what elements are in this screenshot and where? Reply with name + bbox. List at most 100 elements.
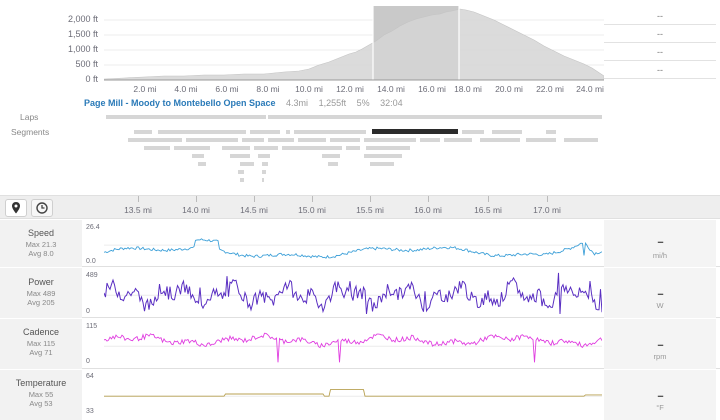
x-tick: 16.5 mi (474, 205, 502, 215)
x-tick: 14.5 mi (240, 205, 268, 215)
segment-bar[interactable] (286, 130, 290, 134)
segment-time: 32:04 (380, 98, 403, 108)
speed-stream[interactable] (104, 222, 602, 264)
segment-bar[interactable] (444, 138, 472, 142)
segment-bar[interactable] (192, 154, 204, 158)
lap-bar[interactable] (106, 115, 266, 119)
segment-bar[interactable] (240, 178, 244, 182)
metric-unit: rpm (653, 352, 667, 361)
segment-bar[interactable] (492, 130, 522, 134)
segment-bar[interactable] (462, 130, 484, 134)
segment-bar[interactable] (480, 138, 520, 142)
y-label: 2,000 ft (67, 14, 98, 24)
x-tick: 13.5 mi (124, 205, 152, 215)
scale-top: 64 (86, 373, 94, 380)
y-label: 500 ft (75, 59, 98, 69)
segment-bar[interactable] (262, 178, 264, 182)
scale-top: 489 (86, 272, 98, 279)
segment-bar[interactable] (230, 154, 250, 158)
segment-bar[interactable] (174, 146, 210, 150)
time-mode-button[interactable] (31, 199, 53, 217)
segment-bar[interactable] (564, 138, 598, 142)
segment-bar[interactable] (366, 146, 410, 150)
x-tick: 16.0 mi (414, 205, 442, 215)
scale-top: 115 (86, 323, 98, 330)
segment-bar[interactable] (546, 130, 556, 134)
segment-bar[interactable] (268, 138, 294, 142)
segment-bar[interactable] (298, 138, 326, 142)
segment-bar[interactable] (364, 138, 416, 142)
x-tick: 15.0 mi (298, 205, 326, 215)
segment-bar[interactable] (250, 130, 280, 134)
scale-bottom: 0 (86, 358, 90, 365)
segment-bar[interactable] (262, 170, 266, 174)
segment-grade: 5% (356, 98, 370, 108)
segment-bar[interactable] (282, 146, 342, 150)
x-label: 10.0 mi (295, 84, 323, 94)
segment-bar[interactable] (330, 138, 360, 142)
segment-bar[interactable] (134, 130, 152, 134)
x-label: 14.0 mi (377, 84, 405, 94)
metric-max: Max 115 (26, 339, 56, 348)
metric-name: Speed (27, 228, 55, 238)
segment-bar[interactable] (346, 146, 360, 150)
readout-value: -- (604, 8, 716, 25)
clock-icon (36, 202, 48, 214)
x-label: 8.0 mi (256, 84, 280, 94)
segment-bar[interactable] (186, 138, 238, 142)
segment-bar[interactable] (526, 138, 556, 142)
metric-row-temperature[interactable]: Temperature Max 55 Avg 53 -- °F 64 33 (0, 370, 720, 420)
metric-name: Temperature (15, 378, 67, 388)
segment-bar[interactable] (128, 138, 182, 142)
metric-name: Cadence (22, 327, 60, 337)
laps-label: Laps (20, 112, 39, 122)
segment-bar[interactable] (198, 162, 206, 166)
cadence-stream[interactable] (104, 321, 602, 367)
stream-toolbar (0, 195, 720, 219)
metric-avg: Avg 71 (29, 348, 53, 357)
segment-bar[interactable] (370, 162, 394, 166)
metric-avg: Avg 53 (29, 399, 53, 408)
power-stream[interactable] (104, 270, 602, 316)
segment-bar[interactable] (420, 138, 440, 142)
temperature-stream[interactable] (104, 372, 602, 416)
segment-bar[interactable] (254, 146, 278, 150)
segment-bar[interactable] (322, 154, 340, 158)
elevation-plot[interactable] (104, 6, 604, 82)
metric-row-speed[interactable]: Speed Max 21.3 Avg 8.0 -- mi/h 26.4 0.0 (0, 220, 720, 267)
x-label: 6.0 mi (215, 84, 239, 94)
distance-mode-button[interactable] (5, 199, 27, 217)
metric-name: Power (28, 277, 54, 287)
lap-bar[interactable] (268, 115, 602, 119)
segment-bar[interactable] (222, 146, 250, 150)
metric-row-power[interactable]: Power Max 489 Avg 205 -- W 489 0 (0, 268, 720, 318)
segment-bar[interactable] (364, 154, 402, 158)
segment-bar[interactable] (242, 138, 264, 142)
stream-trace (104, 272, 602, 315)
map-marker-icon (12, 202, 20, 214)
metric-value: -- (657, 288, 663, 300)
y-label: 1,000 ft (67, 44, 98, 54)
elevation-chart[interactable]: 2,000 ft 1,500 ft 1,000 ft 500 ft 0 ft 2… (0, 0, 720, 96)
elevation-profile (104, 8, 604, 81)
metric-avg: Avg 205 (27, 298, 55, 307)
x-label: 12.0 mi (336, 84, 364, 94)
x-label: 24.0 mi (576, 84, 604, 94)
scale-bottom: 0 (86, 308, 90, 315)
stream-trace (104, 238, 602, 259)
segment-bar[interactable] (294, 130, 366, 134)
metric-avg: Avg 8.0 (28, 249, 54, 258)
segment-bar-selected[interactable] (372, 129, 458, 134)
readout-value: -- (604, 26, 716, 43)
segment-bar[interactable] (238, 170, 244, 174)
readout-value: -- (604, 62, 716, 79)
segment-title[interactable]: Page Mill - Moody to Montebello Open Spa… (84, 98, 276, 108)
segment-bar[interactable] (328, 162, 338, 166)
segment-bar[interactable] (158, 130, 246, 134)
segment-bar[interactable] (262, 162, 268, 166)
x-label: 22.0 mi (536, 84, 564, 94)
segment-bar[interactable] (240, 162, 254, 166)
metric-row-cadence[interactable]: Cadence Max 115 Avg 71 -- rpm 115 0 (0, 319, 720, 369)
segment-bar[interactable] (258, 154, 270, 158)
segment-bar[interactable] (144, 146, 170, 150)
